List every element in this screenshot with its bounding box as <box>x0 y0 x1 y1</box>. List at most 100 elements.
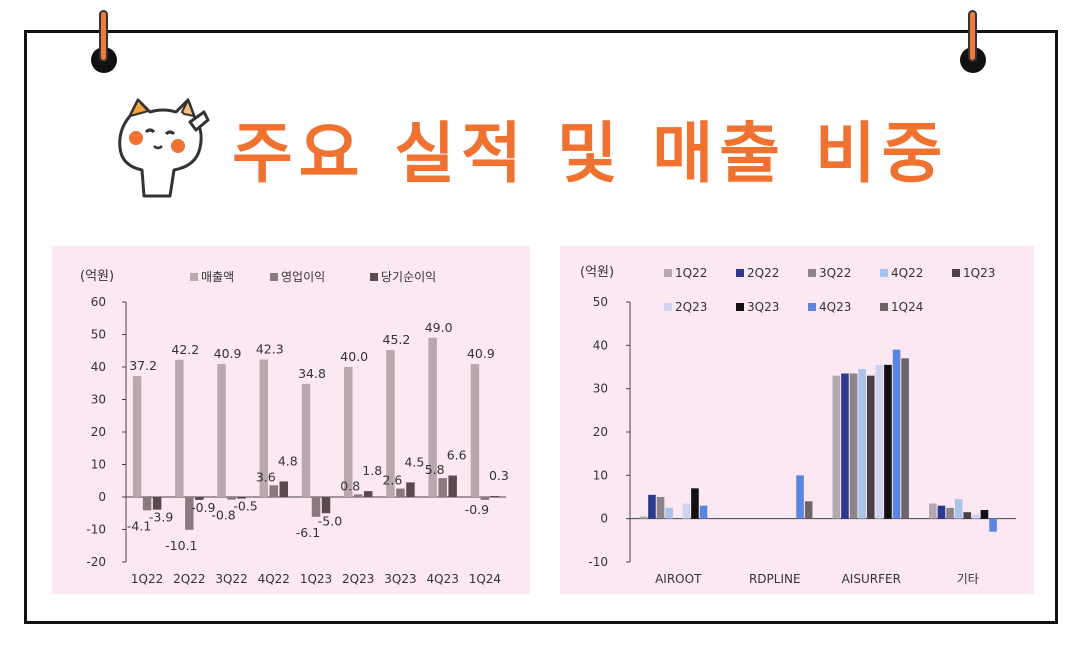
bar-2 <box>363 491 373 497</box>
legend-label-2: 당기순이익 <box>381 270 436 284</box>
bar-1 <box>185 497 194 530</box>
bar-0 <box>428 337 437 497</box>
bar-2 <box>946 507 954 519</box>
y-tick-label: 10 <box>91 458 106 472</box>
legend-swatch-6 <box>736 303 744 311</box>
bar-1 <box>937 505 946 519</box>
bar-1 <box>648 494 656 519</box>
legend-swatch-7 <box>808 303 816 311</box>
y-tick-label: -10 <box>86 523 106 537</box>
data-label-revenue: 45.2 <box>383 332 411 347</box>
legend-label-6: 3Q23 <box>747 300 779 314</box>
data-label-net-income: -5.0 <box>318 513 342 528</box>
y-unit-label: (억원) <box>580 265 614 280</box>
bar-5 <box>682 503 691 519</box>
legend-label-3: 4Q22 <box>891 266 923 280</box>
bar-0 <box>175 359 184 497</box>
bar-2 <box>849 373 858 519</box>
data-label-net-income: 6.6 <box>447 448 467 463</box>
legend-swatch-3 <box>880 269 888 277</box>
legend-label-0: 매출액 <box>201 270 234 284</box>
bar-3 <box>665 507 673 519</box>
data-label-net-income: 1.8 <box>362 463 382 478</box>
bar-1 <box>396 488 405 497</box>
legend-label-5: 2Q23 <box>675 300 707 314</box>
data-label-revenue: 40.9 <box>214 346 242 361</box>
bar-0 <box>929 503 937 519</box>
bar-8 <box>901 358 909 519</box>
x-tick-label: 3Q22 <box>215 572 247 586</box>
bar-1 <box>480 497 490 500</box>
bar-7 <box>796 475 804 519</box>
data-label-operating-income: -4.1 <box>127 518 151 533</box>
bar-1 <box>353 494 363 497</box>
y-tick-label: 10 <box>593 468 608 482</box>
data-label-revenue: 49.0 <box>425 320 453 335</box>
x-tick-label: 1Q23 <box>300 572 332 586</box>
bar-1 <box>142 497 152 511</box>
y-tick-label: 30 <box>593 382 608 396</box>
y-tick-label: 60 <box>91 295 106 309</box>
bar-0 <box>301 383 311 497</box>
legend-label-0: 1Q22 <box>675 266 707 280</box>
y-tick-label: 40 <box>91 360 106 374</box>
x-tick-label: 3Q23 <box>384 572 416 586</box>
bar-1 <box>311 497 321 517</box>
pin-stick-left-icon <box>99 10 108 62</box>
bar-5 <box>972 514 980 519</box>
y-tick-label: -10 <box>588 555 608 569</box>
data-label-net-income: 4.8 <box>278 453 298 468</box>
bar-5 <box>875 364 884 519</box>
y-tick-label: 0 <box>98 490 106 504</box>
bar-6 <box>691 488 699 519</box>
bar-0 <box>259 359 269 497</box>
bar-0 <box>470 364 480 497</box>
y-tick-label: 50 <box>91 328 106 342</box>
legend-swatch-0 <box>664 269 672 277</box>
x-tick-label: RDPLINE <box>749 572 801 586</box>
bar-1 <box>227 497 236 500</box>
revenue-share-chart: (억원) 1Q22 2Q22 3Q22 4Q22 1Q23 2Q23 3Q23 4Q23 1Q24… <box>580 265 1016 586</box>
data-label-operating-income: -10.1 <box>165 538 197 553</box>
y-tick-label: 50 <box>593 295 608 309</box>
data-label-operating-income: -0.9 <box>465 502 489 517</box>
x-tick-label: 1Q24 <box>469 572 501 586</box>
legend-swatch-5 <box>664 303 672 311</box>
bar-2 <box>279 481 289 497</box>
legend-swatch-4 <box>952 269 960 277</box>
x-tick-label: 기타 <box>957 572 979 586</box>
bar-8 <box>804 501 813 519</box>
financial-results-chart-panel: (억원) 매출액 영업이익 당기순이익 60 50 40 30 20 10 0 -10 -20 1Q22 2… <box>52 246 530 594</box>
bar-2 <box>490 496 500 497</box>
data-label-net-income: -3.9 <box>149 510 173 525</box>
legend-label-1: 2Q22 <box>747 266 779 280</box>
data-label-net-income: -0.5 <box>233 499 257 514</box>
x-tick-label: 1Q22 <box>131 572 163 586</box>
bar-2 <box>656 497 665 519</box>
data-label-revenue: 42.2 <box>171 342 199 357</box>
y-tick-label: -20 <box>86 555 106 569</box>
y-tick-label: 30 <box>91 393 106 407</box>
legend-label-1: 영업이익 <box>281 270 325 284</box>
y-tick-label: 40 <box>593 338 608 352</box>
data-label-operating-income: 5.8 <box>425 462 445 477</box>
x-tick-label: 2Q23 <box>342 572 374 586</box>
legend-swatch-1 <box>270 273 278 281</box>
bar-0 <box>386 350 395 497</box>
bar-7 <box>892 349 901 519</box>
legend-label-2: 3Q22 <box>819 266 851 280</box>
y-unit-label: (억원) <box>80 269 114 284</box>
bar-0 <box>217 364 226 497</box>
bar-2 <box>195 497 204 500</box>
x-tick-label: 4Q23 <box>426 572 458 586</box>
cat-saluting-icon <box>118 97 210 198</box>
data-label-operating-income: -6.1 <box>296 525 320 540</box>
bar-0 <box>343 367 353 497</box>
data-label-operating-income: 0.8 <box>340 478 360 493</box>
page-title: 주요 실적 및 매출 비중 <box>232 115 949 192</box>
bar-0 <box>832 375 841 519</box>
y-tick-label: 0 <box>600 512 608 526</box>
data-label-revenue: 42.3 <box>256 342 284 357</box>
bar-2 <box>152 497 162 510</box>
bar-1 <box>841 373 849 519</box>
